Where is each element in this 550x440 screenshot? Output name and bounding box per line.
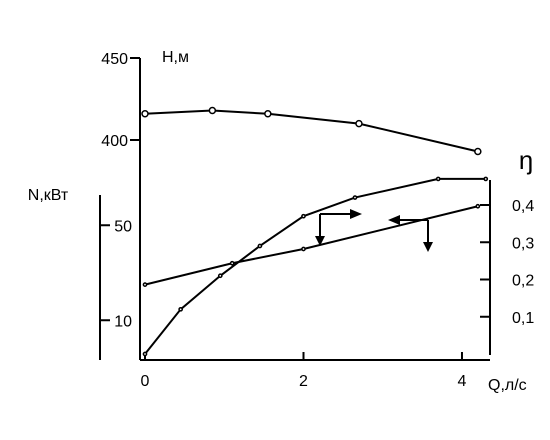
point: [301, 246, 306, 252]
y-axis-label: ŋ: [519, 145, 533, 175]
y-tick-label: 0,3: [512, 235, 534, 252]
point: [483, 176, 489, 182]
arrows: [315, 209, 433, 252]
y-tick-label: 400: [101, 133, 128, 150]
point: [301, 213, 306, 219]
y-tick-label: 10: [114, 313, 132, 330]
point: [208, 106, 217, 115]
point: [435, 176, 441, 182]
y-tick-label: 450: [101, 51, 128, 68]
point: [217, 273, 223, 279]
point: [475, 203, 481, 209]
x-tick-label: 4: [458, 373, 467, 390]
y-axis-label: H,м: [162, 49, 189, 66]
curve: [144, 205, 479, 286]
point: [229, 260, 235, 266]
y-axis-label: N,кВт: [28, 187, 69, 204]
point: [142, 351, 148, 357]
y-tick-label: 50: [114, 218, 132, 235]
y-tick-label: 0,2: [512, 273, 534, 290]
point: [142, 282, 148, 287]
point: [178, 306, 184, 312]
point: [474, 147, 482, 156]
point: [141, 110, 149, 118]
point: [355, 119, 363, 128]
point: [352, 195, 358, 200]
y-tick-label: 0,1: [512, 310, 534, 327]
y-tick-label: 0,4: [512, 198, 534, 215]
curve: [144, 109, 479, 153]
point: [257, 243, 263, 249]
x-tick-label: 2: [299, 373, 308, 390]
curve: [144, 177, 486, 355]
point: [264, 110, 272, 118]
x-tick-label: 0: [141, 373, 150, 390]
x-axis-label: Q,л/с: [488, 377, 527, 394]
